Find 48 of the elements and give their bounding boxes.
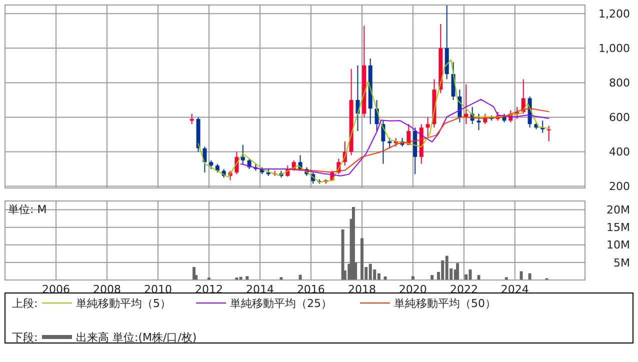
bar: [246, 276, 249, 280]
line-series: [198, 59, 550, 183]
y-axis-title: 単位: M: [8, 203, 47, 216]
y-tick-label: 200: [609, 180, 630, 194]
y-tick-label: 5M: [614, 256, 630, 270]
bar: [352, 206, 355, 280]
legend-label: 出来高 単位:(M株/口/枚): [76, 330, 197, 344]
bar: [298, 274, 302, 280]
bar: [477, 275, 480, 280]
bar: [441, 260, 444, 280]
x-tick-label: 2008: [92, 283, 121, 296]
bar: [430, 275, 434, 280]
candlestick: [476, 113, 481, 131]
bar: [520, 271, 523, 280]
y-tick-label: 10M: [606, 238, 630, 252]
bar: [468, 269, 472, 280]
bar: [377, 273, 380, 280]
y-tick-label: 600: [609, 111, 630, 124]
candlestick: [240, 144, 245, 164]
x-tick-label: 2018: [348, 283, 376, 296]
y-tick-label: 15M: [606, 221, 630, 234]
x-tick-label: 2006: [42, 283, 70, 296]
x-tick-label: 2010: [144, 283, 172, 296]
bar: [341, 229, 344, 280]
bar: [411, 276, 414, 280]
y-tick-label: 1,000: [598, 42, 630, 56]
bar: [445, 256, 448, 280]
legend-label: 単純移動平均（25）: [230, 296, 332, 310]
x-tick-label: 2012: [194, 283, 223, 296]
legend-label: 単純移動平均（50）: [394, 296, 496, 310]
y-tick-label: 800: [609, 76, 630, 90]
x-tick-label: 2024: [500, 283, 529, 296]
bar: [528, 273, 532, 280]
legend-title: 上段:: [12, 296, 38, 310]
legend-label: 単純移動平均（5）: [76, 296, 171, 310]
candlestick: [546, 125, 551, 142]
candlestick: [426, 116, 430, 138]
y-tick-label: 400: [609, 146, 630, 159]
legend-title: 下段:: [12, 330, 38, 344]
x-tick-label: 2020: [398, 283, 427, 296]
x-tick-label: 2016: [296, 283, 325, 296]
bar: [368, 264, 372, 280]
x-tick-label: 2014: [246, 283, 274, 296]
y-tick-label: 20M: [606, 204, 630, 217]
y-tick-label: 1,200: [598, 7, 630, 20]
bar: [360, 238, 364, 280]
bar: [456, 263, 460, 280]
x-tick-label: 2022: [450, 283, 478, 296]
